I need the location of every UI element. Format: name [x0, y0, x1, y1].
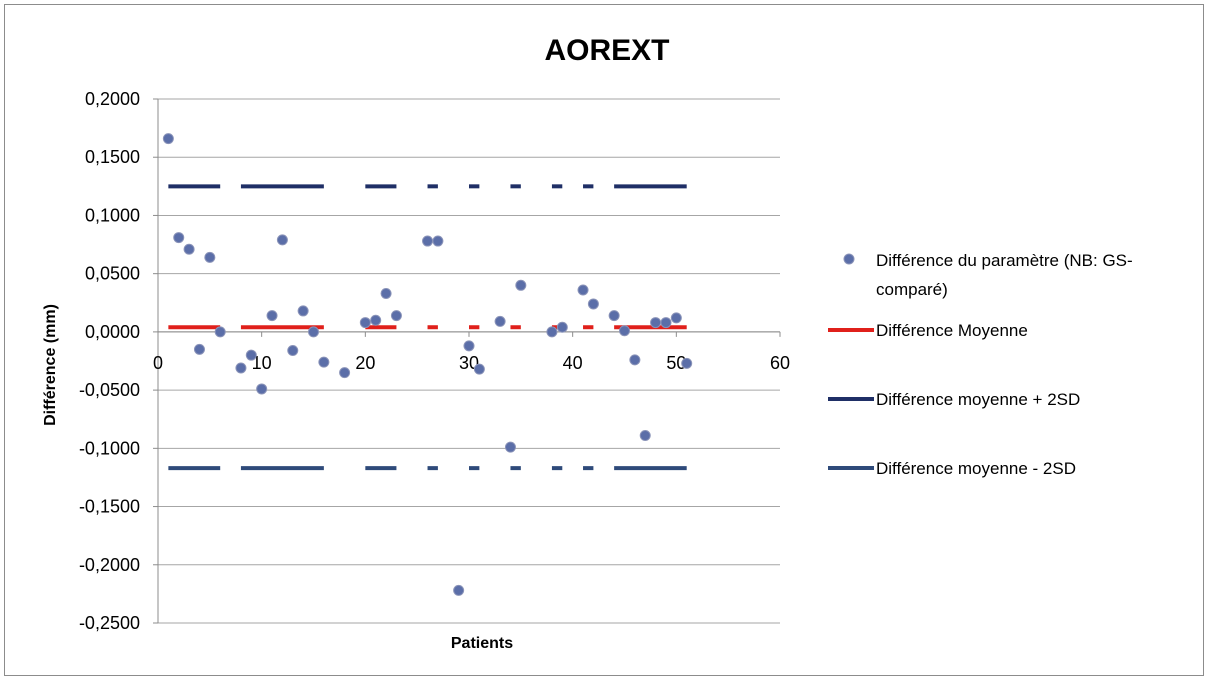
- data-point: [546, 326, 558, 338]
- data-point: [214, 326, 226, 338]
- y-tick-label: 0,0500: [85, 264, 140, 284]
- data-point: [587, 298, 599, 310]
- data-point: [422, 235, 434, 247]
- data-point: [297, 305, 309, 317]
- data-point: [204, 251, 216, 263]
- x-tick-label: 40: [563, 353, 583, 373]
- chart-frame: [4, 4, 1204, 676]
- data-point: [370, 314, 382, 326]
- data-point: [660, 317, 672, 329]
- legend: Différence du paramètre (NB: GS-comparé)…: [828, 251, 1133, 478]
- reference-lines: [168, 184, 687, 471]
- data-point: [494, 315, 506, 327]
- y-tick-label: -0,2000: [79, 555, 140, 575]
- axes: [153, 98, 781, 624]
- data-point: [577, 284, 589, 296]
- data-point: [318, 356, 330, 368]
- y-tick-labels: 0,2000 0,1500 0,1000 0,0500 0,0000 -0,0500 -0,…: [79, 89, 140, 633]
- chart-title: AOREXT: [544, 34, 669, 67]
- data-point: [339, 367, 351, 379]
- data-point: [650, 317, 662, 329]
- y-tick-label: 0,1000: [85, 205, 140, 225]
- x-tick-labels: 0 10 20 30 40 50 60: [153, 353, 790, 373]
- data-point: [390, 310, 402, 322]
- data-point: [359, 317, 371, 329]
- data-point: [629, 354, 641, 366]
- data-point: [266, 310, 278, 322]
- data-point: [453, 584, 465, 596]
- x-tick-label: 10: [252, 353, 272, 373]
- y-tick-label: -0,0500: [79, 380, 140, 400]
- legend-label: Différence Moyenne: [876, 321, 1028, 340]
- data-point: [193, 343, 205, 355]
- legend-label: Différence moyenne - 2SD: [876, 459, 1076, 478]
- data-point: [308, 326, 319, 338]
- legend-label: Différence du paramètre (NB: GS-comparé): [876, 251, 1133, 299]
- data-point: [245, 349, 257, 361]
- data-point: [608, 310, 620, 322]
- y-tick-label: -0,1000: [79, 438, 140, 458]
- x-tick-label: 50: [666, 353, 686, 373]
- x-axis-label: Patients: [451, 635, 513, 652]
- data-point: [504, 441, 516, 453]
- y-axis-label: Différence (mm): [42, 304, 59, 426]
- data-point: [276, 234, 288, 246]
- legend-marker: [843, 253, 855, 265]
- data-point: [556, 321, 568, 333]
- data-point: [380, 287, 392, 299]
- x-tick-label: 60: [770, 353, 790, 373]
- gridlines: [158, 98, 780, 624]
- data-point: [173, 232, 185, 244]
- data-point: [681, 357, 693, 369]
- data-point: [473, 363, 485, 375]
- data-point: [619, 325, 630, 337]
- data-point: [183, 243, 195, 255]
- data-point: [670, 312, 682, 324]
- data-point: [235, 362, 247, 374]
- data-point: [287, 345, 299, 357]
- data-point: [432, 235, 444, 247]
- data-point: [639, 430, 651, 442]
- x-tick-label: 0: [153, 353, 163, 373]
- y-tick-label: -0,1500: [79, 497, 140, 517]
- y-tick-label: 0,2000: [85, 89, 140, 109]
- data-point: [256, 383, 268, 395]
- y-tick-label: 0,0000: [85, 322, 140, 342]
- y-tick-label: 0,1500: [85, 147, 140, 167]
- data-points: [162, 133, 693, 596]
- data-point: [515, 279, 527, 291]
- data-point: [463, 340, 475, 352]
- x-tick-label: 30: [459, 353, 479, 373]
- legend-label: Différence moyenne + 2SD: [876, 390, 1080, 409]
- y-tick-label: -0,2500: [79, 613, 140, 633]
- data-point: [162, 133, 174, 145]
- x-tick-label: 20: [355, 353, 375, 373]
